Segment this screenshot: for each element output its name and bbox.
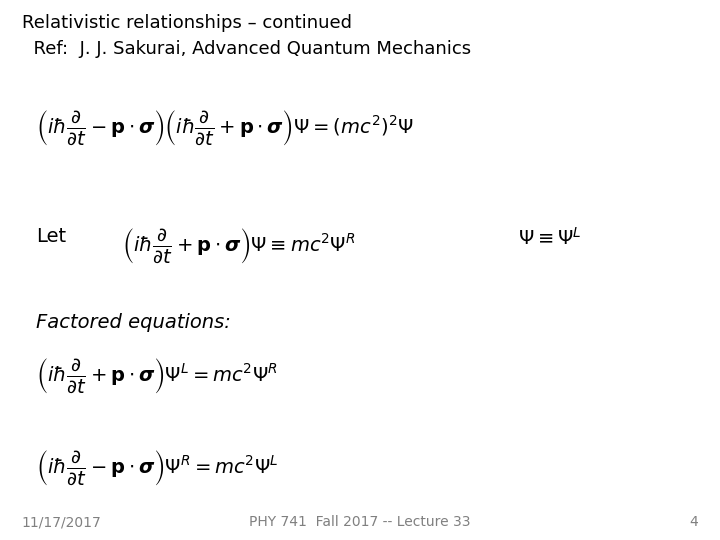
Text: $\left(i\hbar\dfrac{\partial}{\partial t}-\mathbf{p}\cdot\boldsymbol{\sigma}\rig: $\left(i\hbar\dfrac{\partial}{\partial t… xyxy=(36,448,279,487)
Text: 4: 4 xyxy=(690,515,698,529)
Text: $\left(i\hbar\dfrac{\partial}{\partial t}-\mathbf{p}\cdot\boldsymbol{\sigma}\rig: $\left(i\hbar\dfrac{\partial}{\partial t… xyxy=(36,108,413,146)
Text: PHY 741  Fall 2017 -- Lecture 33: PHY 741 Fall 2017 -- Lecture 33 xyxy=(249,515,471,529)
Text: Ref:  J. J. Sakurai, Advanced Quantum Mechanics: Ref: J. J. Sakurai, Advanced Quantum Mec… xyxy=(22,40,471,58)
Text: $\left(i\hbar\dfrac{\partial}{\partial t}+\mathbf{p}\cdot\boldsymbol{\sigma}\rig: $\left(i\hbar\dfrac{\partial}{\partial t… xyxy=(36,356,278,395)
Text: Factored equations:: Factored equations: xyxy=(36,313,231,332)
Text: $\Psi \equiv \Psi^L$: $\Psi \equiv \Psi^L$ xyxy=(518,227,582,249)
Text: Relativistic relationships – continued: Relativistic relationships – continued xyxy=(22,14,351,31)
Text: $\left(i\hbar\dfrac{\partial}{\partial t}+\mathbf{p}\cdot\boldsymbol{\sigma}\rig: $\left(i\hbar\dfrac{\partial}{\partial t… xyxy=(122,227,356,265)
Text: 11/17/2017: 11/17/2017 xyxy=(22,515,102,529)
Text: Let: Let xyxy=(36,227,66,246)
